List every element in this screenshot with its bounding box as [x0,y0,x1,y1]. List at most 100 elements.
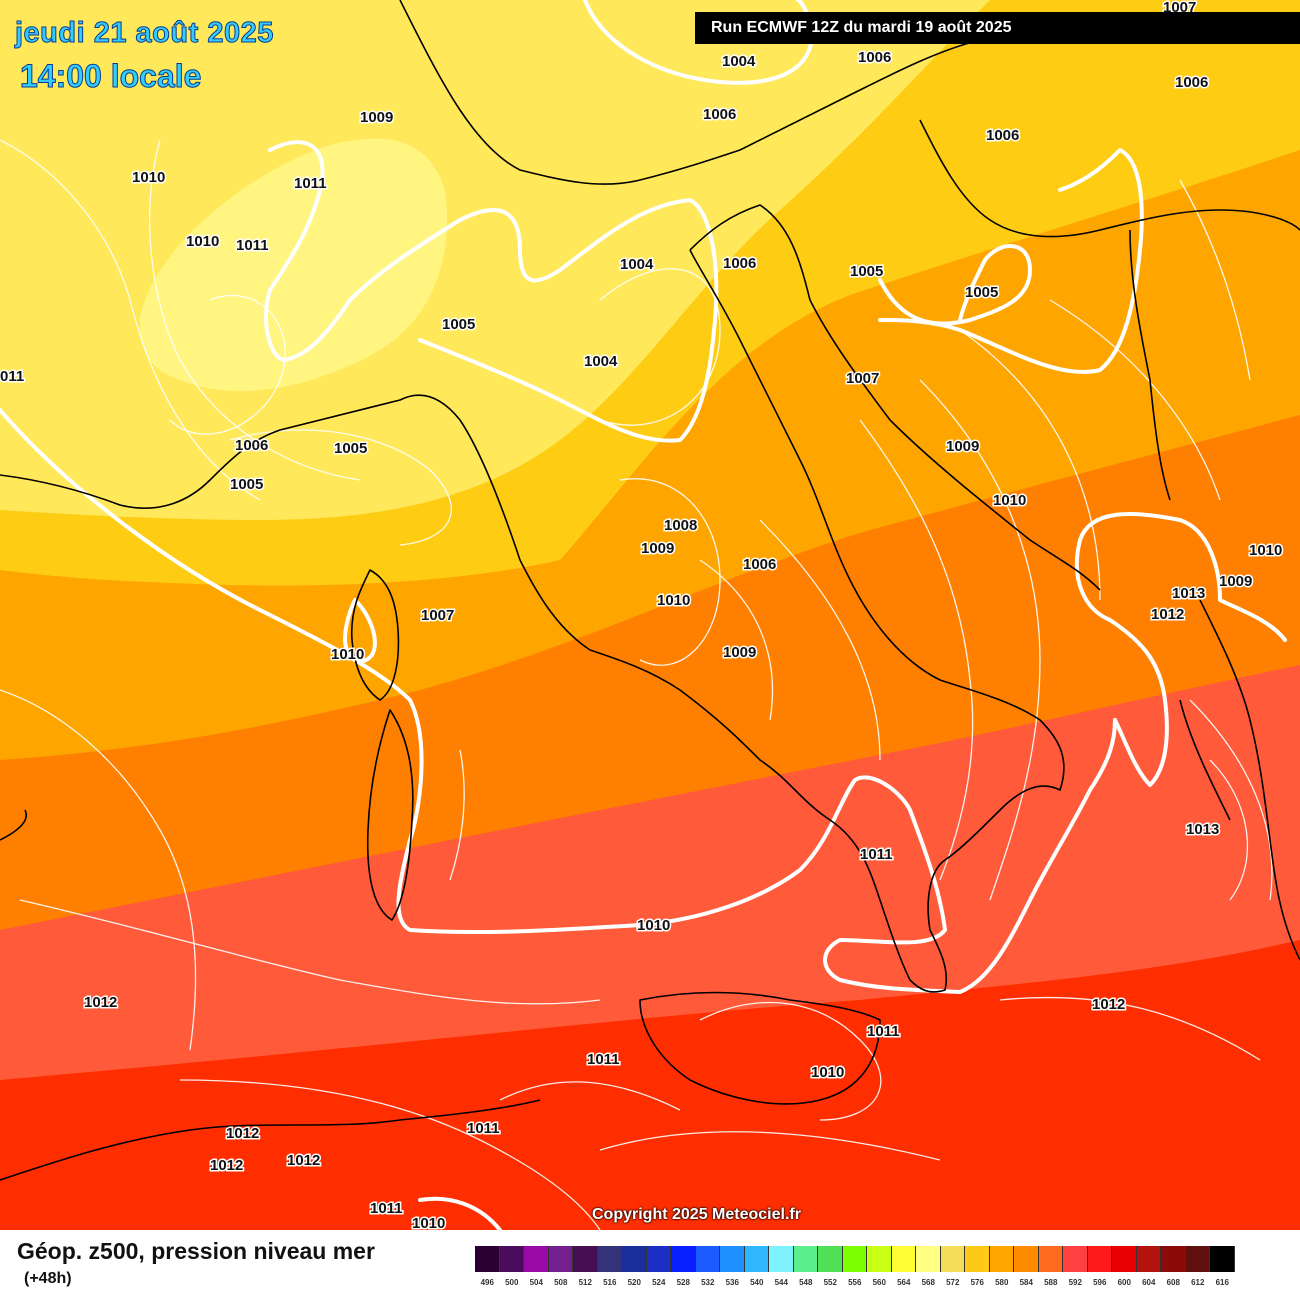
pressure-label: 1009 [360,109,393,126]
pressure-label: 1011 [587,1051,620,1068]
scale-tick: 568 [921,1278,935,1287]
scale-tick: 560 [872,1278,886,1287]
color-scale [475,1246,1235,1272]
pressure-label: 1006 [1175,74,1208,91]
scale-swatch [671,1246,696,1272]
pressure-label: 1004 [722,53,756,70]
pressure-label: 1009 [723,644,756,661]
weather-map: 1004 1006 1006 1006 1006 1009 1010 1011 … [0,0,1300,1230]
scale-tick: 544 [774,1278,788,1287]
scale-swatch [1210,1246,1235,1272]
pressure-label: 1004 [620,256,654,273]
scale-tick: 616 [1215,1278,1229,1287]
pressure-label: 1005 [334,440,367,457]
pressure-label: 1012 [84,994,117,1011]
pressure-label: 1010 [811,1064,844,1081]
scale-swatch [842,1246,867,1272]
scale-swatch [597,1246,622,1272]
scale-swatch [1038,1246,1063,1272]
scale-tick: 588 [1044,1278,1058,1287]
forecast-date: jeudi 21 août 2025 [15,17,274,50]
scale-tick: 580 [995,1278,1009,1287]
scale-swatch [1112,1246,1137,1272]
pressure-label: 1006 [743,556,776,573]
scale-tick: 576 [970,1278,984,1287]
scale-tick: 592 [1068,1278,1082,1287]
pressure-label: 1011 [370,1200,403,1217]
pressure-label: 1010 [657,592,690,609]
pressure-label: 1005 [850,263,883,280]
pressure-label: 1009 [946,438,979,455]
scale-swatch [965,1246,990,1272]
isobar-labels: 1004 1006 1006 1006 1006 1009 1010 1011 … [0,0,1284,1230]
pressure-label: 1005 [230,476,263,493]
coastlines [0,0,1300,1181]
pressure-label: 1005 [965,284,998,301]
scale-swatch [1185,1246,1210,1272]
pressure-label: 1012 [210,1157,243,1174]
pressure-label: 1006 [703,106,736,123]
pressure-label: 1006 [235,437,268,454]
scale-swatch [1087,1246,1112,1272]
scale-tick: 596 [1093,1278,1107,1287]
scale-swatch [989,1246,1014,1272]
pressure-label: 1007 [846,370,879,387]
scale-swatch [916,1246,941,1272]
pressure-label: 011 [0,368,24,385]
scale-tick: 504 [529,1278,543,1287]
scale-tick: 500 [505,1278,519,1287]
pressure-label: 1006 [858,49,891,66]
pressure-label: 1011 [236,237,269,254]
scale-swatch [891,1246,916,1272]
forecast-step: (+48h) [24,1270,72,1287]
scale-swatch [940,1246,965,1272]
scale-swatch [818,1246,843,1272]
pressure-label: 1012 [1092,996,1125,1013]
scale-swatch [744,1246,769,1272]
pressure-label: 1010 [1249,542,1282,559]
scale-swatch [867,1246,892,1272]
pressure-label: 1009 [641,540,674,557]
scale-swatch [793,1246,818,1272]
pressure-label: 1010 [331,646,364,663]
pressure-label: 1010 [412,1215,445,1230]
scale-swatch [622,1246,647,1272]
scale-tick: 600 [1117,1278,1131,1287]
pressure-label: 1013 [1172,585,1205,602]
legend-footer: Géop. z500, pression niveau mer (+48h) 4… [0,1230,1300,1300]
scale-tick: 548 [799,1278,813,1287]
scale-swatch [720,1246,745,1272]
scale-swatch [573,1246,598,1272]
scale-tick: 572 [946,1278,960,1287]
scale-swatch [499,1246,524,1272]
scale-swatch [1161,1246,1186,1272]
scale-tick: 584 [1019,1278,1033,1287]
forecast-time: 14:00 locale [19,58,202,95]
pressure-label: 1004 [584,353,618,370]
pressure-label: 1011 [860,846,893,863]
pressure-label: 1011 [867,1023,900,1040]
scale-tick: 564 [897,1278,911,1287]
pressure-label: 1006 [723,255,756,272]
pressure-label: 1010 [186,233,219,250]
pressure-label: 1009 [1219,573,1252,590]
pressure-label: 1005 [442,316,475,333]
scale-swatch [548,1246,573,1272]
scale-swatch [475,1246,500,1272]
scale-swatch [695,1246,720,1272]
pressure-label: 1012 [1151,606,1184,623]
scale-tick: 508 [554,1278,568,1287]
pressure-label: 1010 [637,917,670,934]
run-banner: Run ECMWF 12Z du mardi 19 août 2025 [695,12,1300,44]
scale-tick: 524 [652,1278,666,1287]
scale-tick: 516 [603,1278,617,1287]
scale-tick: 532 [701,1278,715,1287]
scale-tick: 540 [750,1278,764,1287]
scale-swatch [769,1246,794,1272]
product-title: Géop. z500, pression niveau mer [17,1238,375,1264]
scale-tick: 552 [823,1278,837,1287]
pressure-label: 1012 [226,1125,259,1142]
thick-isobars [0,0,1287,1230]
pressure-label: 1006 [986,127,1019,144]
pressure-label: 1010 [132,169,165,186]
